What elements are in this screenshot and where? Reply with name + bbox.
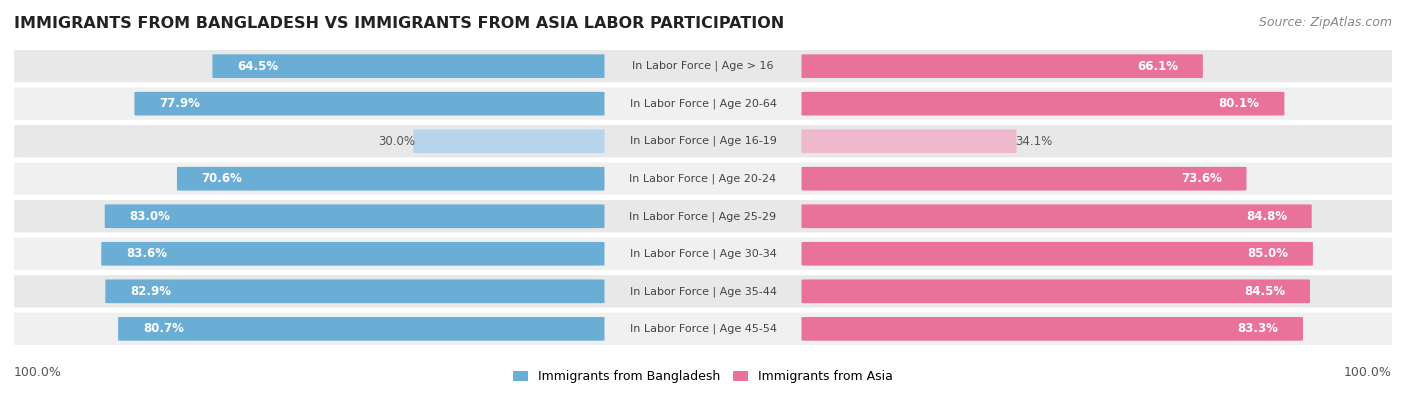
Text: In Labor Force | Age 35-44: In Labor Force | Age 35-44 <box>630 286 776 297</box>
FancyBboxPatch shape <box>7 125 1399 157</box>
FancyBboxPatch shape <box>101 242 605 266</box>
FancyBboxPatch shape <box>7 163 1399 195</box>
FancyBboxPatch shape <box>801 317 1303 341</box>
FancyBboxPatch shape <box>105 204 605 228</box>
Text: 34.1%: 34.1% <box>1015 135 1053 148</box>
Text: In Labor Force | Age 16-19: In Labor Force | Age 16-19 <box>630 136 776 147</box>
Text: 77.9%: 77.9% <box>159 97 200 110</box>
FancyBboxPatch shape <box>212 54 605 78</box>
FancyBboxPatch shape <box>801 92 1284 116</box>
Text: 64.5%: 64.5% <box>238 60 278 73</box>
Text: IMMIGRANTS FROM BANGLADESH VS IMMIGRANTS FROM ASIA LABOR PARTICIPATION: IMMIGRANTS FROM BANGLADESH VS IMMIGRANTS… <box>14 16 785 31</box>
Text: 85.0%: 85.0% <box>1247 247 1288 260</box>
Text: 83.6%: 83.6% <box>127 247 167 260</box>
FancyBboxPatch shape <box>7 200 1399 232</box>
Text: 80.1%: 80.1% <box>1219 97 1260 110</box>
FancyBboxPatch shape <box>801 279 1310 303</box>
FancyBboxPatch shape <box>105 279 605 303</box>
Legend: Immigrants from Bangladesh, Immigrants from Asia: Immigrants from Bangladesh, Immigrants f… <box>513 371 893 384</box>
Text: 66.1%: 66.1% <box>1137 60 1178 73</box>
Text: 83.0%: 83.0% <box>129 210 170 223</box>
FancyBboxPatch shape <box>7 275 1399 307</box>
Text: In Labor Force | Age 45-54: In Labor Force | Age 45-54 <box>630 324 776 334</box>
FancyBboxPatch shape <box>7 88 1399 120</box>
FancyBboxPatch shape <box>7 313 1399 345</box>
FancyBboxPatch shape <box>801 204 1312 228</box>
Text: In Labor Force | Age 20-24: In Labor Force | Age 20-24 <box>630 173 776 184</box>
Text: In Labor Force | Age 25-29: In Labor Force | Age 25-29 <box>630 211 776 222</box>
FancyBboxPatch shape <box>177 167 605 191</box>
FancyBboxPatch shape <box>7 50 1399 82</box>
FancyBboxPatch shape <box>118 317 605 341</box>
Text: In Labor Force | Age 30-34: In Labor Force | Age 30-34 <box>630 248 776 259</box>
FancyBboxPatch shape <box>801 167 1247 191</box>
FancyBboxPatch shape <box>801 54 1204 78</box>
FancyBboxPatch shape <box>801 129 1017 153</box>
Text: 80.7%: 80.7% <box>143 322 184 335</box>
Text: In Labor Force | Age 20-64: In Labor Force | Age 20-64 <box>630 98 776 109</box>
FancyBboxPatch shape <box>7 238 1399 270</box>
FancyBboxPatch shape <box>135 92 605 116</box>
Text: 73.6%: 73.6% <box>1181 172 1222 185</box>
Text: In Labor Force | Age > 16: In Labor Force | Age > 16 <box>633 61 773 71</box>
Text: 70.6%: 70.6% <box>201 172 243 185</box>
Text: 100.0%: 100.0% <box>1344 366 1392 379</box>
Text: 100.0%: 100.0% <box>14 366 62 379</box>
Text: 84.5%: 84.5% <box>1244 285 1285 298</box>
Text: 30.0%: 30.0% <box>378 135 415 148</box>
Text: Source: ZipAtlas.com: Source: ZipAtlas.com <box>1258 16 1392 29</box>
Text: 84.8%: 84.8% <box>1246 210 1286 223</box>
FancyBboxPatch shape <box>413 129 605 153</box>
FancyBboxPatch shape <box>801 242 1313 266</box>
Text: 83.3%: 83.3% <box>1237 322 1278 335</box>
Text: 82.9%: 82.9% <box>131 285 172 298</box>
